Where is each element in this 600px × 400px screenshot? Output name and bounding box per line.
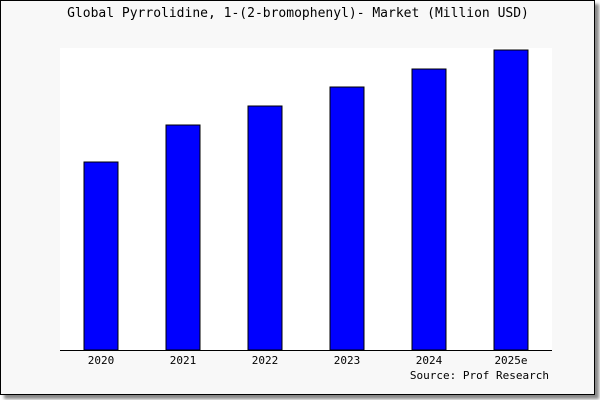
bar-2021	[165, 124, 201, 351]
bar-2022	[247, 105, 283, 351]
bar-2020	[83, 161, 119, 351]
source-label: Source: Prof Research	[410, 369, 549, 382]
plot-area	[60, 48, 552, 350]
x-tick-label: 2025e	[494, 354, 527, 367]
chart-title: Global Pyrrolidine, 1-(2-bromophenyl)- M…	[67, 6, 529, 21]
x-tick-label: 2024	[416, 354, 443, 367]
bar-2023	[329, 86, 365, 351]
x-tick-label: 2021	[170, 354, 197, 367]
x-tick-label: 2023	[334, 354, 361, 367]
bar-2024	[411, 68, 447, 351]
x-tick-label: 2020	[88, 354, 115, 367]
bar-2025e	[493, 49, 529, 351]
x-tick-label: 2022	[252, 354, 279, 367]
